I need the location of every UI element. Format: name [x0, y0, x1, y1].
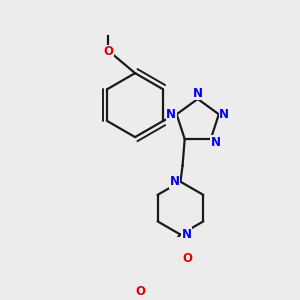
Text: N: N [169, 175, 179, 188]
Text: O: O [135, 285, 145, 298]
Text: O: O [182, 251, 192, 265]
Text: N: N [166, 108, 176, 121]
Text: N: N [193, 87, 203, 100]
Text: N: N [219, 108, 230, 121]
Text: N: N [182, 228, 191, 241]
Text: N: N [211, 136, 221, 149]
Text: O: O [103, 45, 113, 58]
